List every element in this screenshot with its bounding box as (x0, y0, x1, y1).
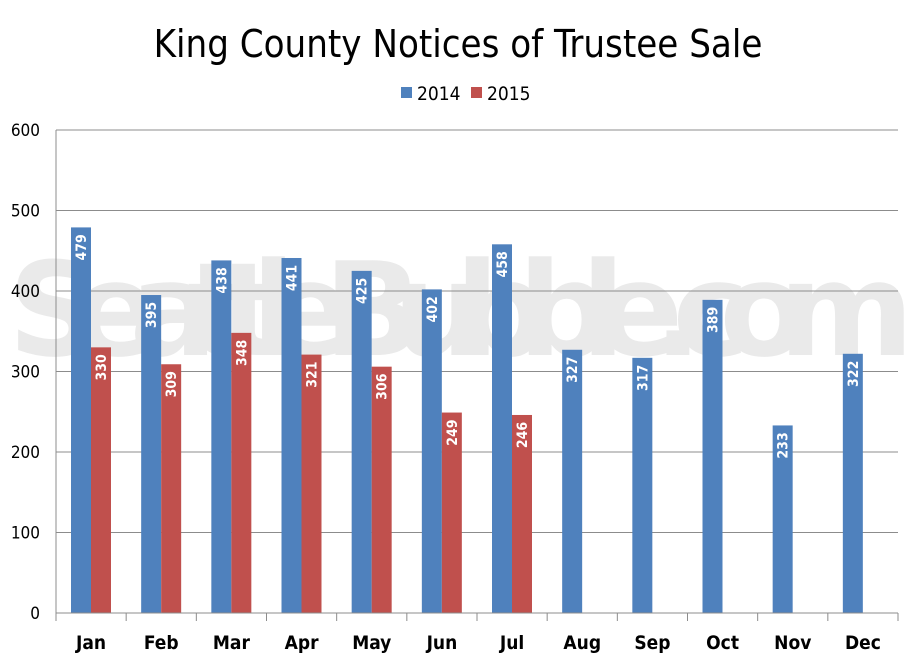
bar-2015-may (371, 366, 392, 613)
gridlines (56, 129, 898, 533)
data-label: 438 (214, 267, 230, 293)
data-label: 389 (706, 307, 722, 333)
data-label: 306 (375, 373, 391, 400)
bar-2014-jul (492, 244, 512, 613)
bar-2014-feb (141, 295, 162, 613)
data-label: 441 (285, 265, 301, 291)
data-label: 321 (305, 361, 321, 387)
x-tick-label: May (352, 632, 391, 654)
data-label: 322 (846, 361, 862, 387)
data-label: 317 (635, 365, 651, 391)
bar-2014-sep (632, 357, 653, 613)
y-tick-label: 100 (11, 524, 40, 544)
chart-title: King County Notices of Trustee Sale (154, 22, 763, 66)
data-label: 327 (565, 357, 581, 383)
legend-label-2014: 2014 (417, 83, 461, 105)
bar-2014-jun (421, 289, 442, 613)
data-label: 402 (425, 296, 441, 322)
data-label: 458 (495, 251, 511, 277)
data-label: 309 (164, 371, 180, 397)
bar-2015-mar (231, 332, 252, 613)
x-tick-label: Jul (499, 632, 524, 654)
x-tick-label: Dec (845, 632, 881, 654)
bar-2014-mar (211, 260, 232, 613)
bar-2014-jan (71, 227, 91, 613)
data-label: 395 (144, 302, 160, 328)
x-tick-label: Aug (563, 632, 601, 654)
x-tick-label: Feb (144, 632, 179, 654)
data-label: 425 (355, 278, 371, 304)
bars: 479 330 395 309 438 348 441 321 425 306 402 249 458 2… (71, 227, 863, 613)
bar-2015-jan (91, 347, 111, 613)
bar-2014-may (351, 270, 372, 613)
y-tick-label: 500 (11, 202, 40, 222)
bar-2014-nov (772, 425, 793, 613)
y-tick-label: 600 (11, 121, 40, 141)
data-label: 249 (445, 419, 461, 445)
x-axis-labels: Jan Feb Mar Apr May Jun Jul Aug Sep Oct Nov Dec (75, 632, 881, 654)
x-tick-label: Sep (634, 632, 670, 654)
data-label: 233 (776, 432, 792, 458)
legend-label-2015: 2015 (487, 83, 531, 105)
bar-2014-oct (702, 299, 723, 613)
data-label: 246 (515, 422, 531, 449)
x-tick-label: Jan (75, 632, 106, 654)
legend-swatch-2014 (401, 87, 412, 98)
bar-2014-aug (562, 349, 583, 613)
x-axis (55, 130, 899, 621)
x-tick-label: Mar (213, 632, 251, 654)
bar-2014-apr (281, 257, 302, 613)
x-tick-label: Jun (426, 632, 458, 654)
bar-2015-jul (512, 414, 532, 613)
x-tick-label: Nov (774, 632, 811, 654)
bar-2014-dec (842, 353, 863, 613)
y-tick-label: 400 (11, 282, 40, 302)
data-label: 479 (74, 234, 90, 260)
y-tick-label: 0 (30, 604, 40, 624)
y-axis-ticks: 0 100 200 300 400 500 600 (11, 121, 40, 624)
y-tick-label: 300 (11, 363, 40, 383)
legend: 2014 2015 (401, 83, 531, 105)
bar-2015-feb (161, 364, 182, 613)
data-label: 330 (94, 354, 110, 381)
bar-2015-apr (301, 354, 322, 613)
data-label: 348 (234, 340, 250, 366)
legend-swatch-2015 (471, 87, 482, 98)
x-tick-label: Apr (285, 632, 319, 654)
y-tick-label: 200 (11, 443, 40, 463)
x-tick-label: Oct (706, 632, 739, 654)
bar-2015-jun (441, 412, 462, 613)
